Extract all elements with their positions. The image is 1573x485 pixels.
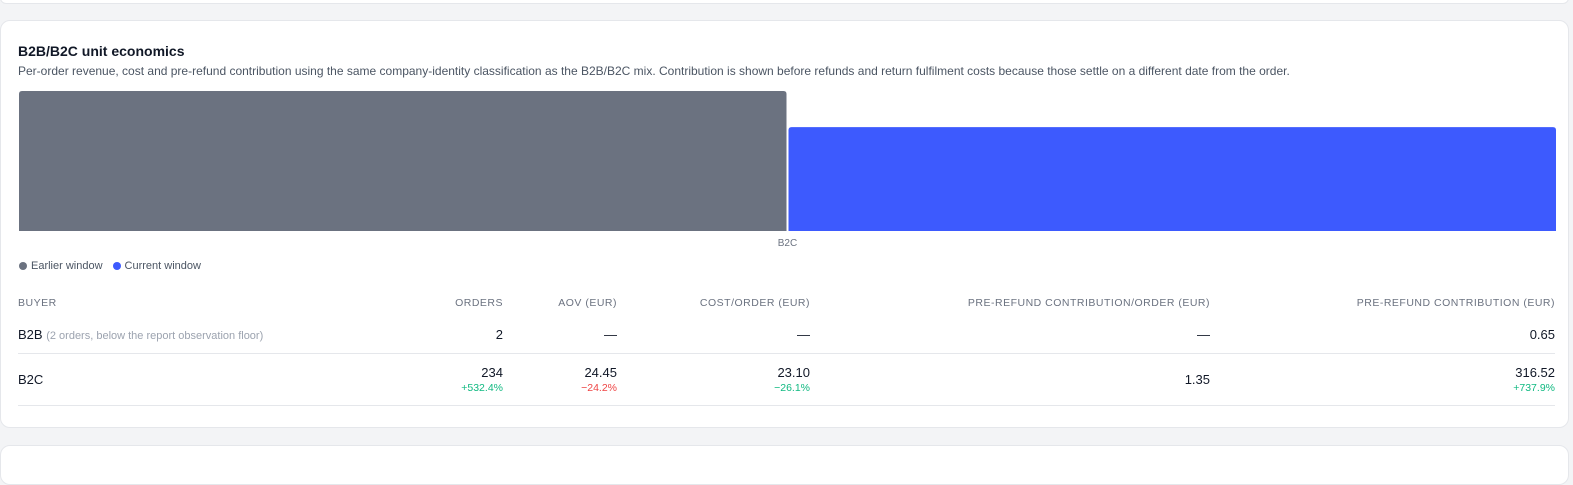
contribution-delta: +737.9% <box>1513 382 1555 394</box>
cell-orders: 234 +532.4% <box>318 353 503 406</box>
legend-swatch-earlier <box>19 262 27 270</box>
orders-value: 234 <box>481 365 503 380</box>
legend-item-earlier: Earlier window <box>19 260 103 272</box>
orders-delta: +532.4% <box>461 382 503 394</box>
cell-contribution: 0.65 <box>1210 315 1555 354</box>
cell-contribution-per-order: 1.35 <box>810 353 1210 406</box>
x-tick-label: B2C <box>778 238 797 249</box>
header-buyer[interactable]: BUYER <box>18 297 57 309</box>
cell-aov: — <box>503 315 617 354</box>
buyer-label: B2B <box>18 326 43 342</box>
table-header-row: BUYER ORDERS AOV (EUR) COST/ORDER (EUR) … <box>18 291 1555 315</box>
bar-current-window-b2c[interactable] <box>788 127 1557 231</box>
legend-swatch-current <box>112 262 121 270</box>
header-contribution-per-order[interactable]: PRE-REFUND CONTRIBUTION/ORDER (EUR) <box>967 297 1210 309</box>
header-aov[interactable]: AOV (EUR) <box>558 297 617 309</box>
cost-per-order-value: 23.10 <box>777 365 810 380</box>
cell-cost-per-order: 23.10 −26.1% <box>617 353 810 406</box>
header-orders[interactable]: ORDERS <box>455 297 503 309</box>
cost-per-order-delta: −26.1% <box>774 382 810 394</box>
header-contribution[interactable]: PRE-REFUND CONTRIBUTION (EUR) <box>1356 297 1555 309</box>
table-row-b2c: B2C 234 +532.4% 24.45 −24.2% 23.10 −26.1… <box>18 353 1555 406</box>
cell-buyer: B2C <box>18 353 318 406</box>
next-card <box>0 445 1569 485</box>
unit-economics-card: B2B/B2C unit economics Per-order revenue… <box>0 20 1569 428</box>
buyer-note: (2 orders, below the report observation … <box>46 329 264 342</box>
unit-economics-table: BUYER ORDERS AOV (EUR) COST/ORDER (EUR) … <box>18 291 1555 406</box>
legend-label-earlier: Earlier window <box>31 260 103 272</box>
contribution-value: 316.52 <box>1515 365 1555 380</box>
aov-delta: −24.2% <box>581 382 617 394</box>
cell-contribution-per-order: — <box>810 315 1210 354</box>
cell-buyer: B2B (2 orders, below the report observat… <box>18 315 318 354</box>
cell-contribution: 316.52 +737.9% <box>1210 353 1555 406</box>
chart-legend: Earlier window Current window <box>19 260 201 272</box>
legend-item-current: Current window <box>112 260 201 272</box>
cell-orders: 2 <box>318 315 503 354</box>
aov-value: 24.45 <box>584 365 617 380</box>
section-subtitle: Per-order revenue, cost and pre-refund c… <box>18 64 1290 78</box>
bar-earlier-window-b2c[interactable] <box>19 91 787 231</box>
legend-label-current: Current window <box>124 260 201 272</box>
header-cost-per-order[interactable]: COST/ORDER (EUR) <box>699 297 810 309</box>
unit-economics-chart: B2C <box>19 91 1557 249</box>
table-row-b2b: B2B (2 orders, below the report observat… <box>18 315 1555 354</box>
cell-cost-per-order: — <box>617 315 810 354</box>
section-title: B2B/B2C unit economics <box>18 43 185 59</box>
cell-aov: 24.45 −24.2% <box>503 353 617 406</box>
previous-card <box>0 0 1569 4</box>
